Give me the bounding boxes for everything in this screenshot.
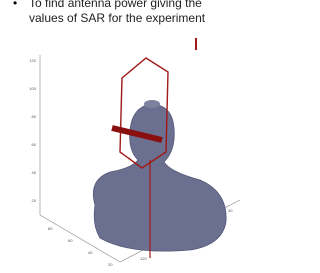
- tick-label: 40: [228, 208, 233, 213]
- tick-label: 80: [32, 114, 37, 119]
- tick-label: 20: [32, 198, 37, 203]
- tick-label: 120: [29, 58, 36, 63]
- page: {"text": {"bullet_lines": ["To find ante…: [0, 0, 255, 273]
- tick-label: 60: [68, 238, 73, 243]
- tick-label: 40: [32, 170, 37, 175]
- plot-3d: 1201008060402080604020406080100120: [0, 0, 255, 273]
- tick-label: 60: [32, 142, 37, 147]
- tick-label: 40: [88, 250, 93, 255]
- tick-label: 120: [140, 256, 147, 261]
- tick-label: 100: [29, 86, 36, 91]
- slide: • To find antenna power giving the value…: [0, 0, 255, 273]
- tick-label: 80: [48, 226, 53, 231]
- head-model: [93, 100, 226, 251]
- tick-label: 20: [108, 262, 113, 267]
